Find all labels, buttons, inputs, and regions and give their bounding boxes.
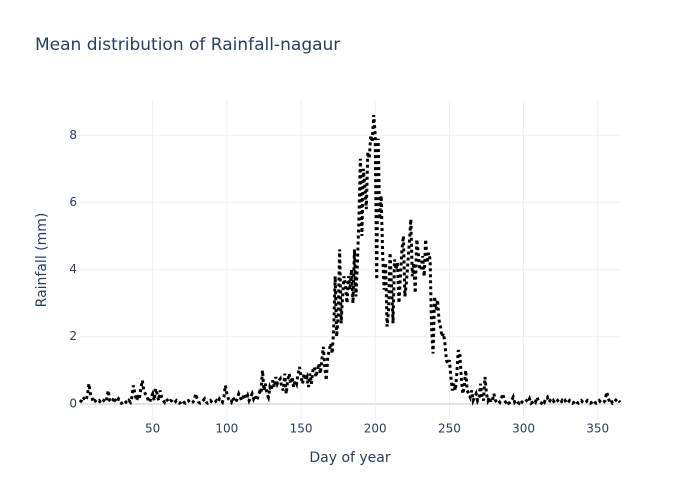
- x-tick-label: 350: [586, 422, 609, 436]
- y-axis-title: Rainfall (mm): [34, 213, 50, 308]
- x-axis-title: Day of year: [309, 450, 391, 466]
- y-tick-label: 6: [69, 195, 77, 209]
- x-tick-label: 250: [438, 422, 461, 436]
- x-tick-label: 300: [512, 422, 535, 436]
- y-tick-label: 2: [69, 329, 77, 343]
- y-tick-label: 4: [69, 262, 77, 276]
- grid: 50 100 150 200 250 300 350 0 2 4 6 8: [69, 100, 620, 436]
- data-line: [78, 115, 622, 406]
- x-tick-label: 200: [364, 422, 387, 436]
- x-tick-label: 100: [215, 422, 238, 436]
- chart-title: Mean distribution of Rainfall-nagaur: [35, 35, 340, 55]
- y-tick-label: 8: [69, 128, 77, 142]
- x-tick-label: 150: [290, 422, 313, 436]
- y-tick-label: 0: [69, 396, 77, 410]
- x-tick-label: 50: [145, 422, 160, 436]
- plot: [78, 115, 622, 406]
